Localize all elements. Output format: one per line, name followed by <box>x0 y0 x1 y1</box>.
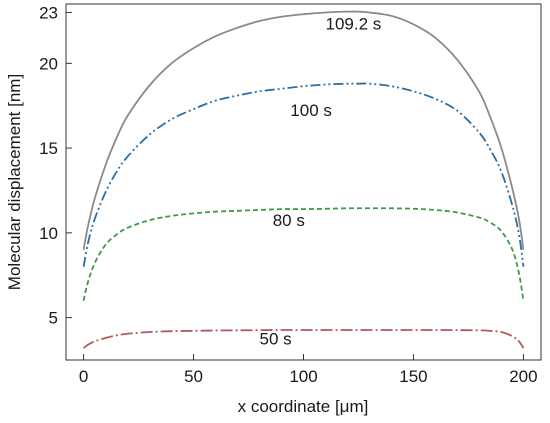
x-tick-label: 0 <box>79 367 88 386</box>
series-label-0: 109.2 s <box>325 14 381 33</box>
x-tick-label: 50 <box>184 367 203 386</box>
curve-labels-layer: 109.2 s 100 s 80 s 50 s <box>260 14 382 348</box>
series-line-0 <box>82 10 525 250</box>
x-tick-label: 100 <box>289 367 317 386</box>
series-label-2: 80 s <box>273 211 305 230</box>
y-tick-label: 10 <box>39 224 58 243</box>
x-tick-label: 150 <box>399 367 427 386</box>
x-tick-label: 200 <box>509 367 537 386</box>
series-line-1 <box>82 82 525 267</box>
x-axis-title: x coordinate [μm] <box>238 397 369 416</box>
series-label-1: 100 s <box>290 101 332 120</box>
y-tick-label: 5 <box>49 309 58 328</box>
y-axis-title: Molecular displacement [nm] <box>5 74 24 290</box>
series-label-3: 50 s <box>260 330 292 349</box>
series-line-3 <box>83 329 525 349</box>
y-tick-label: 20 <box>39 54 58 73</box>
y-tick-label: 23 <box>39 3 58 22</box>
series-line-2 <box>82 207 525 301</box>
plot-frame <box>65 3 542 361</box>
axes-layer: 0 50 100 150 200 5 10 15 20 23 <box>39 3 538 386</box>
series-layer <box>82 10 525 349</box>
y-tick-label: 15 <box>39 139 58 158</box>
